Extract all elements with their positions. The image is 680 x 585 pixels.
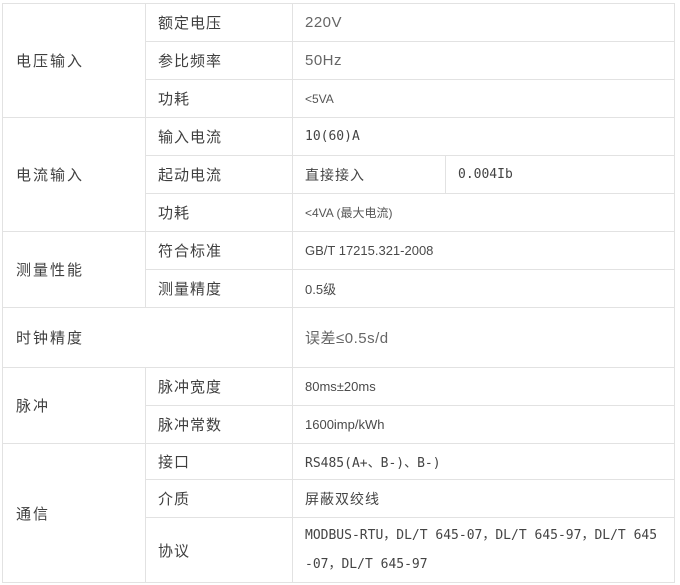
spec-label-cell: 参比频率 (145, 41, 293, 80)
spec-label-cell: 脉冲宽度 (145, 367, 293, 406)
table-row: 脉冲 脉冲宽度 80ms±20ms (2, 367, 676, 444)
spec-value-cell: <5VA (291, 79, 676, 118)
spec-label-cell: 额定电压 (145, 3, 293, 42)
spec-label-cell: 功耗 (145, 79, 293, 118)
table-row: 通信 接口 RS485(A+、B-)、B-) (2, 443, 676, 583)
spec-label-cell: 测量精度 (145, 269, 293, 308)
spec-value-cell-secondary: 0.004Ib (444, 155, 676, 194)
category-cell-communication: 通信 (2, 443, 146, 583)
table-row: 脉冲常数 1600imp/kWh (3, 405, 676, 444)
category-cell-pulse: 脉冲 (2, 367, 146, 444)
category-cell-measurement: 测量性能 (2, 231, 146, 308)
spec-label-cell: 介质 (145, 479, 293, 518)
spec-value-cell: 0.5级 (291, 269, 676, 308)
table-row: 电流输入 输入电流 10(60)A (2, 117, 676, 232)
table-row: 时钟精度 误差≤0.5s/d (2, 307, 676, 368)
spec-value-cell: <4VA (最大电流) (291, 193, 676, 232)
spec-label-cell: 接口 (145, 443, 293, 480)
spec-value-cell: MODBUS-RTU，DL/T 645-07，DL/T 645-97，DL/T … (291, 517, 676, 583)
spec-label-cell: 功耗 (145, 193, 293, 232)
table-row: 功耗 <4VA (最大电流) (3, 193, 676, 232)
table-row: 测量性能 符合标准 GB/T 17215.321-2008 (2, 231, 676, 308)
category-cell-clock-accuracy: 时钟精度 (2, 307, 293, 368)
table-row: 电压输入 额定电压 220V (2, 3, 676, 118)
spec-value-cell: 10(60)A (291, 117, 676, 156)
spec-value-cell: 1600imp/kWh (291, 405, 676, 444)
table-row: 参比频率 50Hz (3, 41, 676, 80)
spec-value-cell: RS485(A+、B-)、B-) (291, 443, 676, 480)
spec-label-cell: 符合标准 (145, 231, 293, 270)
spec-label-cell: 协议 (145, 517, 293, 583)
spec-value-cell: 220V (291, 3, 676, 42)
spec-label-cell: 起动电流 (145, 155, 293, 194)
spec-value-cell: GB/T 17215.321-2008 (291, 231, 676, 270)
table-row: 起动电流 直接接入 0.004Ib (3, 155, 676, 194)
spec-value-cell: 直接接入 (292, 155, 446, 194)
spec-value-cell: 80ms±20ms (291, 367, 676, 406)
category-cell-voltage-input: 电压输入 (2, 3, 146, 118)
spec-label-cell: 输入电流 (145, 117, 293, 156)
table-row: 介质 屏蔽双绞线 (3, 479, 676, 518)
table-row: 功耗 <5VA (3, 79, 676, 118)
table-row: 测量精度 0.5级 (3, 269, 676, 308)
spec-value-cell: 误差≤0.5s/d (291, 307, 676, 368)
spec-value-cell: 屏蔽双绞线 (291, 479, 676, 518)
spec-label-cell: 脉冲常数 (145, 405, 293, 444)
spec-value-cell: 50Hz (291, 41, 676, 80)
category-cell-current-input: 电流输入 (2, 117, 146, 232)
table-row: 协议 MODBUS-RTU，DL/T 645-07，DL/T 645-97，DL… (3, 517, 676, 583)
spec-table: 电压输入 额定电压 220V 参比频率 50Hz 功耗 <5VA 电流输入 输入… (2, 3, 676, 583)
